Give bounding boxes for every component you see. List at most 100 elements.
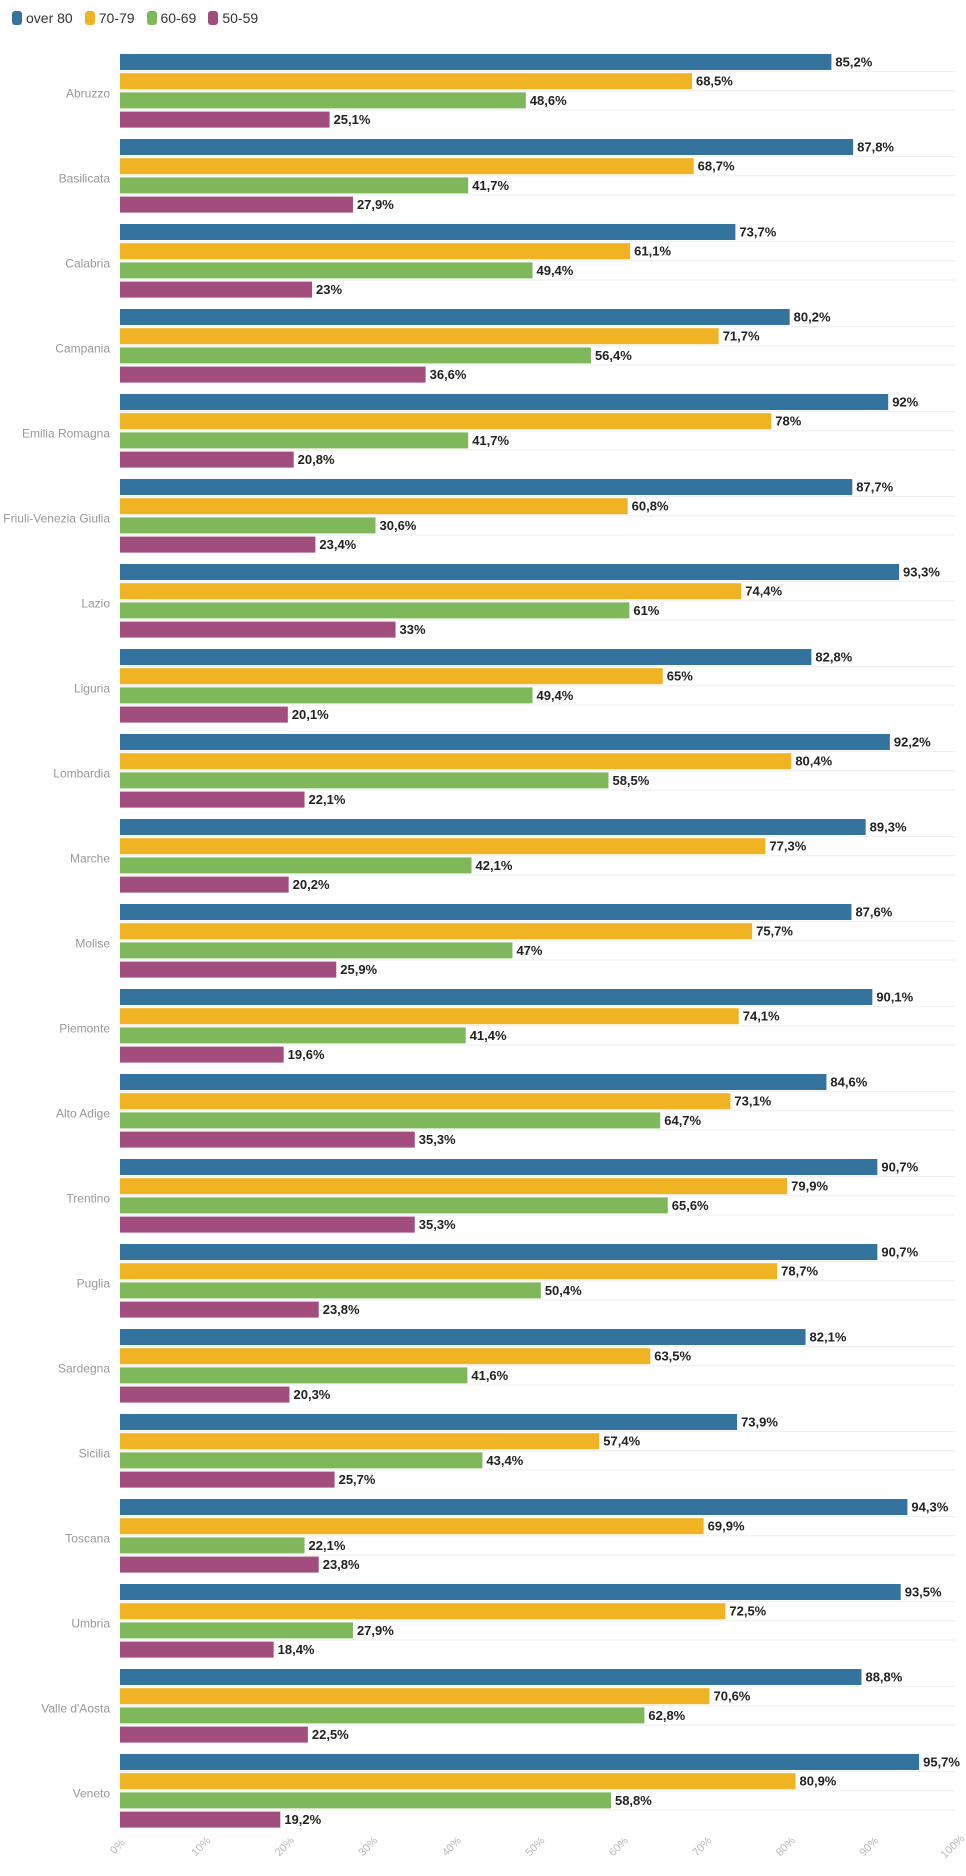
bar: [120, 1348, 651, 1365]
bar: [120, 1008, 739, 1025]
bar: [120, 224, 736, 240]
legend-item-0[interactable]: over 80: [12, 10, 73, 26]
bar: [120, 1641, 274, 1658]
x-tick-label: 50%: [523, 1835, 547, 1859]
bar: [120, 583, 742, 600]
data-label: 87,7%: [856, 479, 893, 494]
x-tick-label: 80%: [774, 1835, 798, 1859]
data-label: 87,8%: [857, 139, 894, 154]
bar: [120, 1518, 704, 1535]
legend-item-1[interactable]: 70-79: [84, 10, 135, 26]
legend-item-2[interactable]: 60-69: [146, 10, 197, 26]
bar: [120, 451, 294, 468]
data-label: 90,7%: [881, 1159, 918, 1174]
category-label: Toscana: [65, 1532, 110, 1546]
data-label: 78%: [775, 414, 801, 429]
bar: [120, 432, 469, 449]
bar: [120, 1754, 920, 1770]
data-label: 61%: [633, 603, 659, 618]
data-label: 61,1%: [634, 244, 671, 259]
data-label: 93,3%: [903, 564, 940, 579]
data-label: 19,6%: [288, 1047, 325, 1062]
bar: [120, 1386, 290, 1403]
bar: [120, 1244, 878, 1260]
bar: [120, 961, 337, 978]
bar: [120, 942, 513, 959]
category-label: Veneto: [73, 1787, 111, 1801]
bar: [120, 394, 889, 410]
data-label: 22,1%: [309, 1538, 346, 1553]
bar: [120, 158, 694, 175]
category-label: Marche: [70, 852, 110, 866]
data-label: 30,6%: [380, 518, 417, 533]
data-label: 63,5%: [654, 1349, 691, 1364]
x-tick-label: 40%: [440, 1835, 464, 1859]
data-label: 49,4%: [536, 263, 573, 278]
data-label: 20,8%: [298, 452, 335, 467]
data-label: 74,4%: [745, 584, 782, 599]
category-label: Valle d'Aosta: [41, 1702, 110, 1716]
data-label: 41,7%: [472, 178, 509, 193]
category-label: Sicilia: [79, 1447, 111, 1461]
bar: [120, 564, 900, 580]
bar: [120, 54, 832, 70]
x-tick-label: 30%: [356, 1835, 380, 1859]
bar: [120, 989, 873, 1005]
bar: [120, 498, 628, 515]
legend-swatch: [84, 11, 95, 25]
data-label: 73,1%: [734, 1094, 771, 1109]
data-label: 27,9%: [357, 1623, 394, 1638]
data-label: 23,8%: [323, 1557, 360, 1572]
data-label: 36,6%: [430, 367, 467, 382]
bar: [120, 904, 852, 920]
data-label: 35,3%: [419, 1217, 456, 1232]
category-label: Lazio: [81, 597, 110, 611]
bar: [120, 139, 854, 155]
bar: [120, 1452, 483, 1469]
bar: [120, 1112, 661, 1129]
bar: [120, 1131, 415, 1148]
bar: [120, 1811, 281, 1828]
data-label: 84,6%: [830, 1074, 867, 1089]
category-label: Umbria: [71, 1617, 110, 1631]
category-label: Alto Adige: [56, 1107, 110, 1121]
bar: [120, 1669, 862, 1685]
bar: [120, 111, 330, 128]
data-label: 82,8%: [815, 649, 852, 664]
bar: [120, 1046, 284, 1063]
bar: [120, 1178, 788, 1195]
legend-label: 50-59: [222, 10, 259, 26]
data-label: 56,4%: [595, 348, 632, 363]
x-tick-label: 60%: [607, 1835, 631, 1859]
bar: [120, 1301, 319, 1318]
data-label: 42,1%: [476, 858, 513, 873]
bar: [120, 413, 772, 430]
bar: [120, 753, 792, 770]
x-tick-label: 70%: [690, 1835, 714, 1859]
bar: [120, 1622, 353, 1639]
data-label: 20,1%: [292, 707, 329, 722]
data-label: 41,6%: [471, 1368, 508, 1383]
data-label: 23%: [316, 282, 342, 297]
bar: [120, 177, 469, 194]
x-tick-label: 90%: [857, 1835, 881, 1859]
bar: [120, 517, 376, 534]
legend-label: over 80: [26, 10, 73, 26]
data-label: 95,7%: [923, 1754, 960, 1769]
data-label: 25,1%: [334, 112, 371, 127]
legend-label: 60-69: [160, 10, 197, 26]
x-tick-label: 10%: [189, 1835, 213, 1859]
data-label: 88,8%: [865, 1669, 902, 1684]
bar: [120, 1263, 778, 1280]
data-label: 89,3%: [870, 819, 907, 834]
data-label: 65,6%: [672, 1198, 709, 1213]
data-label: 68,5%: [696, 74, 733, 89]
bar: [120, 1499, 908, 1515]
x-tick-label: 100%: [939, 1833, 966, 1862]
bar: [120, 1726, 308, 1743]
bar: [120, 1792, 611, 1809]
bar: [120, 649, 812, 665]
legend-item-3[interactable]: 50-59: [208, 10, 258, 26]
legend-label: 70-79: [98, 10, 135, 26]
